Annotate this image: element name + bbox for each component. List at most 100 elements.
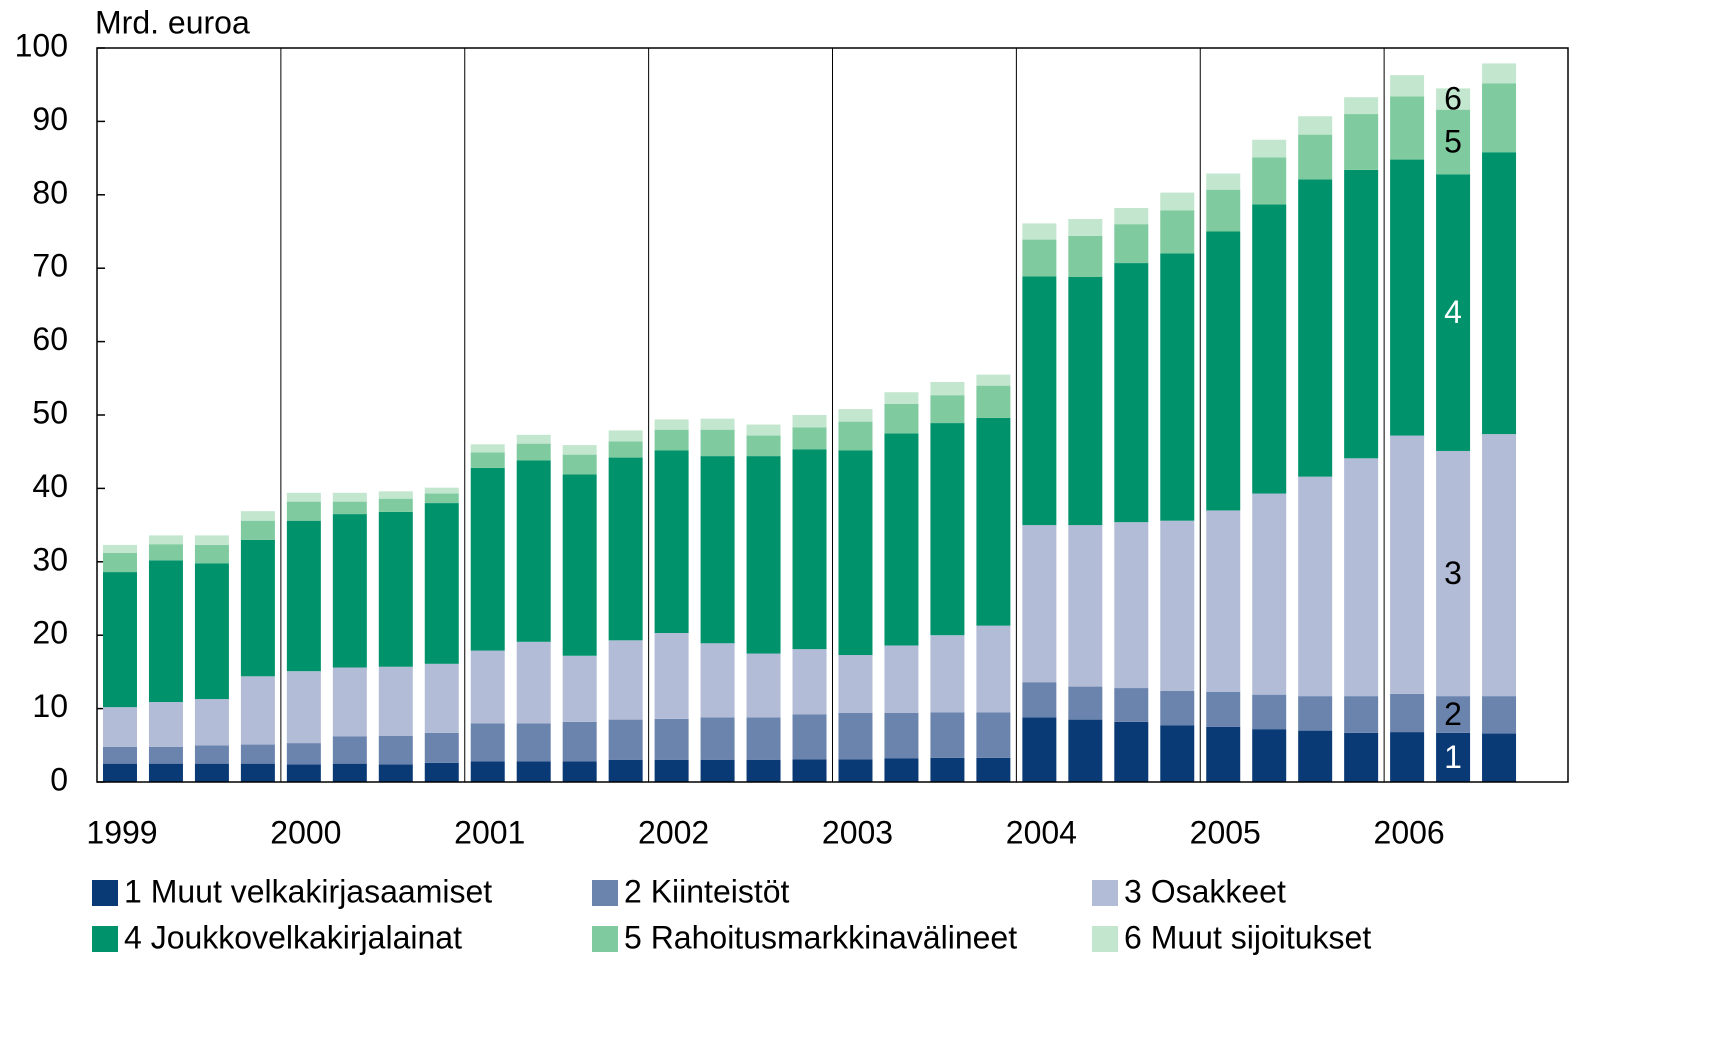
bar-segment [516,723,551,762]
bar-segment [930,423,965,636]
bar-segment [1436,732,1471,782]
bar-segment [1298,476,1333,697]
bar-segment [930,712,965,758]
bar-segment [608,430,643,442]
bar-segment [332,501,367,515]
bar-segment [148,544,183,561]
bar-segment [1482,696,1517,734]
bar-segment [746,435,781,457]
bar-segment [884,392,919,404]
legend-swatch [592,926,618,952]
bar-segment [1206,189,1241,232]
bar-segment [562,655,597,722]
bar-segment [700,429,735,457]
bar-segment [516,434,551,444]
bar-segment [240,763,275,782]
x-tick-label: 1999 [86,814,157,850]
bar-segment [1160,725,1195,782]
x-tick-label: 2003 [822,814,893,850]
bar-segment [424,732,459,763]
bar-segment [378,498,413,512]
bar-segment [286,743,321,765]
bar-segment [378,491,413,499]
bar-segment [746,717,781,760]
bar-segment [746,759,781,782]
bar-segment [654,632,689,719]
x-tick-label: 2001 [454,814,525,850]
bar-segment [1436,450,1471,697]
bar-segment [148,763,183,782]
bar-segment [838,421,873,451]
y-tick-label: 40 [32,468,68,504]
bar-segment [884,645,919,714]
y-tick-label: 10 [32,688,68,724]
bar-segment [1298,134,1333,180]
bar-segment [1022,239,1057,277]
bar-segment [884,758,919,782]
bar-segment [1344,169,1379,459]
bar-segment [608,719,643,760]
bar-segment [700,456,735,644]
bar-segment [1160,690,1195,726]
bar-segment [102,746,137,764]
bar-segment [240,744,275,764]
bar-segment [884,713,919,759]
bar-segment [976,712,1011,758]
bar-segment [976,757,1011,782]
bar-segment [194,535,229,545]
bar-segment [148,535,183,545]
bar-segment [1252,694,1287,730]
bar-segment [378,764,413,782]
bar-segment [562,454,597,475]
bar-segment [700,759,735,782]
x-tick-label: 2006 [1374,814,1445,850]
bar-segment [562,445,597,455]
bar-segment [1114,522,1149,689]
bar-segment [654,718,689,760]
bar-segment [1160,210,1195,254]
bar-segment [1068,525,1103,687]
segment-label: 2 [1444,696,1462,732]
legend-label: 2 Kiinteistöt [624,873,790,909]
bar-segment [1436,174,1471,451]
y-tick-label: 80 [32,174,68,210]
bar-segment [424,487,459,494]
bar-segment [1068,235,1103,278]
bar-segment [1344,114,1379,170]
legend-swatch [1092,880,1118,906]
bar-segment [1252,204,1287,494]
bar-segment [1114,263,1149,523]
bar-segment [470,650,505,724]
bar-segment [286,492,321,502]
bar-segment [1252,157,1287,205]
bar-segment [792,649,827,715]
bar-segment [562,721,597,762]
bar-segment [1298,730,1333,782]
bar-segment [240,676,275,745]
bar-segment [930,381,965,396]
y-axis-label: Mrd. euroa [95,4,250,40]
bar-segment [1068,686,1103,720]
bar-segment [102,544,137,553]
bar-segment [1022,682,1057,718]
bar-segment [470,452,505,468]
bar-segment [700,418,735,430]
bar-segment [1252,729,1287,782]
y-tick-label: 100 [15,27,68,63]
bar-segment [1344,696,1379,733]
bar-segment [608,640,643,720]
bar-segment [240,539,275,677]
plot-frame [96,47,1569,783]
legend-swatch [1092,926,1118,952]
bar-segment [286,764,321,782]
bar-segment [1252,139,1287,158]
bar-segment [1390,732,1425,782]
bar-segment [1344,458,1379,697]
bar-segment [1114,208,1149,225]
bar-segment [838,450,873,656]
bar-segment [102,763,137,782]
segment-label: 3 [1444,555,1462,591]
bar-segment [562,761,597,782]
bar-segment [1114,224,1149,264]
